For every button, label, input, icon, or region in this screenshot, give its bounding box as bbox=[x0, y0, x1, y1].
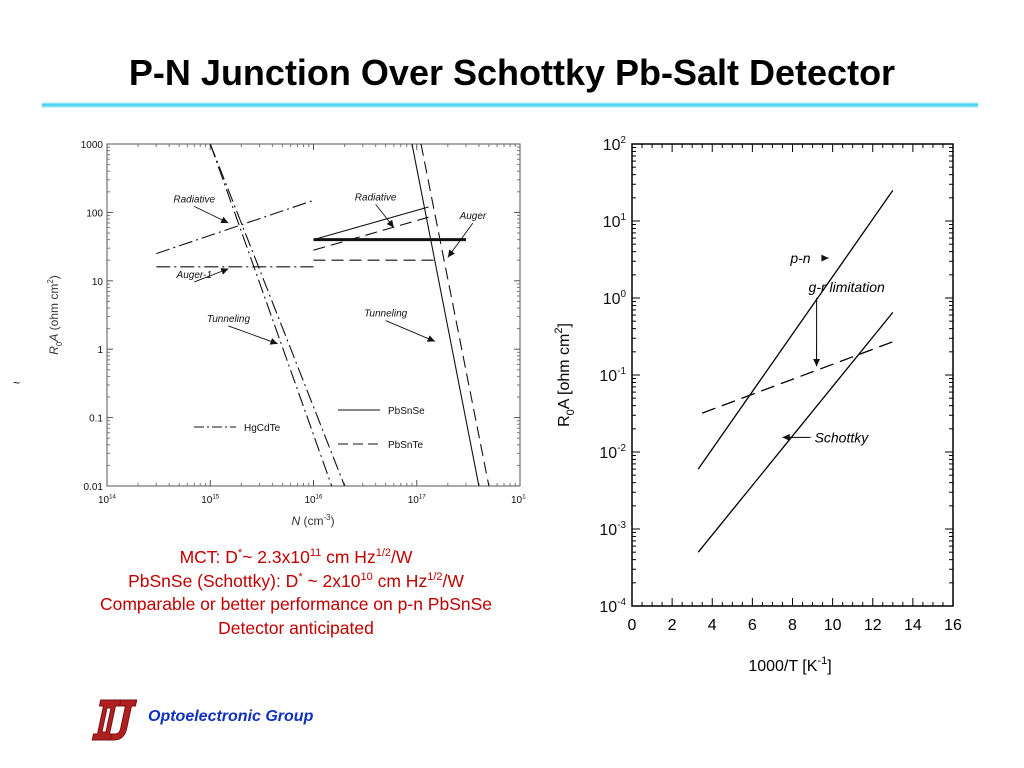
chart-right-y-axis-label: R0A [ohm cm2] bbox=[553, 323, 577, 427]
annotation-arrow bbox=[228, 325, 278, 345]
x-tick-label: 14 bbox=[904, 617, 922, 634]
annotation-label: Auger bbox=[459, 211, 487, 222]
series-line-dashed bbox=[420, 143, 490, 487]
organization-name: Optoelectronic Group bbox=[148, 708, 314, 725]
series-line-solid bbox=[313, 206, 429, 241]
series-line-solid bbox=[411, 143, 480, 487]
annotation-arrowhead bbox=[386, 219, 394, 228]
series-line-dashed bbox=[701, 341, 894, 414]
ou-logo-icon bbox=[91, 699, 138, 741]
x-tick-label: 0 bbox=[628, 617, 637, 634]
chart-left-y-axis-label: R0A (ohm cm2) bbox=[46, 275, 64, 355]
series-line-dashdot bbox=[209, 143, 346, 487]
annotation-arrowhead bbox=[220, 216, 229, 223]
chart-left-legend: PbSnSe PbSnTe HgCdTe bbox=[194, 406, 425, 451]
y-tick-label: 0.01 bbox=[84, 482, 104, 493]
annotation-arrowhead bbox=[220, 268, 229, 275]
x-tick-label: 1018 bbox=[511, 494, 526, 507]
title-divider bbox=[42, 102, 978, 108]
annotation-label: Radiative bbox=[173, 194, 215, 205]
annotation-label: Tunneling bbox=[364, 309, 408, 320]
chart-left-x-axis-label: N (cm-3) bbox=[291, 513, 334, 528]
x-tick-label: 1016 bbox=[304, 494, 323, 507]
y-tick-label: 0.1 bbox=[89, 414, 103, 425]
annotation-arrowhead bbox=[813, 359, 821, 367]
x-tick-label: 10 bbox=[824, 617, 842, 634]
annotation-label: Auger-1 bbox=[176, 270, 212, 281]
annotation-arrowhead bbox=[821, 254, 829, 262]
series-line-dashdot bbox=[156, 199, 314, 255]
chart-right-annotations: p-n g-r limitation Schottky bbox=[782, 250, 885, 445]
annotation-arrow bbox=[385, 320, 436, 342]
legend-label: PbSnTe bbox=[388, 440, 423, 451]
x-tick-label: 4 bbox=[708, 617, 717, 634]
series-line-dashdot bbox=[209, 143, 333, 487]
annotation-arrowhead bbox=[447, 249, 455, 258]
x-tick-label: 1015 bbox=[201, 494, 220, 507]
x-tick-label: 2 bbox=[668, 617, 677, 634]
chart-left-annotations: Radiative Auger-1 Tunneling Radiative Auger T… bbox=[173, 192, 487, 345]
x-tick-label: 6 bbox=[748, 617, 757, 634]
legend-label: PbSnSe bbox=[388, 406, 425, 417]
y-tick-label: 10-1 bbox=[599, 366, 626, 385]
chart-left-frame bbox=[106, 143, 521, 487]
annotation-label: Radiative bbox=[355, 192, 397, 203]
y-tick-label: 100 bbox=[603, 289, 627, 308]
annotation-arrowhead bbox=[426, 335, 435, 342]
annotation-arrowhead bbox=[782, 433, 790, 441]
legend-label: HgCdTe bbox=[244, 423, 281, 434]
y-tick-label: 102 bbox=[603, 135, 627, 154]
y-tick-label: 1000 bbox=[81, 140, 104, 151]
annotation-label: Tunneling bbox=[207, 314, 251, 325]
detectivity-notes: MCT: D*~ 2.3x1011 cm Hz1/2/W PbSnSe (Sch… bbox=[28, 546, 564, 640]
x-tick-label: 12 bbox=[864, 617, 882, 634]
x-tick-label: 1014 bbox=[98, 494, 117, 507]
chart-ra-vs-doping: 1014 1015 1016 1017 1018 1000 100 10 1 0.1 0.01 Ra… bbox=[46, 140, 526, 528]
note-pbsnse-detectivity: PbSnSe (Schottky): D* ~ 2x1010 cm Hz1/2/… bbox=[128, 570, 464, 591]
y-tick-label: 10-4 bbox=[599, 597, 626, 616]
chart-left-ticks: 1014 1015 1016 1017 1018 1000 100 10 1 0.1 0.01 bbox=[81, 140, 526, 506]
note-anticipated: Detector anticipated bbox=[218, 617, 374, 638]
stray-mark: ~ bbox=[13, 376, 21, 390]
chart-right-series bbox=[697, 190, 894, 553]
y-tick-label: 101 bbox=[603, 212, 627, 231]
annotation-label: g-r limitation bbox=[809, 279, 885, 295]
annotation-label: p-n bbox=[789, 250, 810, 266]
y-tick-label: 10-3 bbox=[599, 520, 626, 539]
note-mct-detectivity: MCT: D*~ 2.3x1011 cm Hz1/2/W bbox=[179, 547, 413, 567]
y-tick-label: 10-2 bbox=[599, 443, 626, 462]
chart-right-ticks: 0 2 4 6 8 10 12 14 16 102 101 100 10-1 10-2 10-3 10-4 bbox=[599, 135, 962, 634]
chart-left-series bbox=[156, 143, 490, 487]
y-tick-label: 1 bbox=[97, 345, 103, 356]
note-performance: Comparable or better performance on p-n … bbox=[99, 594, 493, 614]
chart-right-frame bbox=[631, 143, 954, 607]
chart-ra-vs-inverse-temperature: 0 2 4 6 8 10 12 14 16 102 101 100 10-1 10-2 10-3 10-4 p… bbox=[553, 135, 962, 675]
slide-title: P-N Junction Over Schottky Pb-Salt Detec… bbox=[128, 52, 896, 93]
series-line-dashed bbox=[313, 216, 429, 251]
x-tick-label: 1017 bbox=[408, 494, 427, 507]
annotation-arrowhead bbox=[269, 338, 278, 345]
x-tick-label: 8 bbox=[788, 617, 797, 634]
annotation-label: Schottky bbox=[815, 429, 870, 445]
x-tick-label: 16 bbox=[944, 617, 962, 634]
y-tick-label: 100 bbox=[86, 208, 103, 219]
y-tick-label: 10 bbox=[92, 277, 104, 288]
chart-right-x-axis-label: 1000/T [K-1] bbox=[748, 655, 831, 675]
series-line-solid bbox=[697, 311, 894, 553]
series-line-solid bbox=[697, 190, 894, 470]
